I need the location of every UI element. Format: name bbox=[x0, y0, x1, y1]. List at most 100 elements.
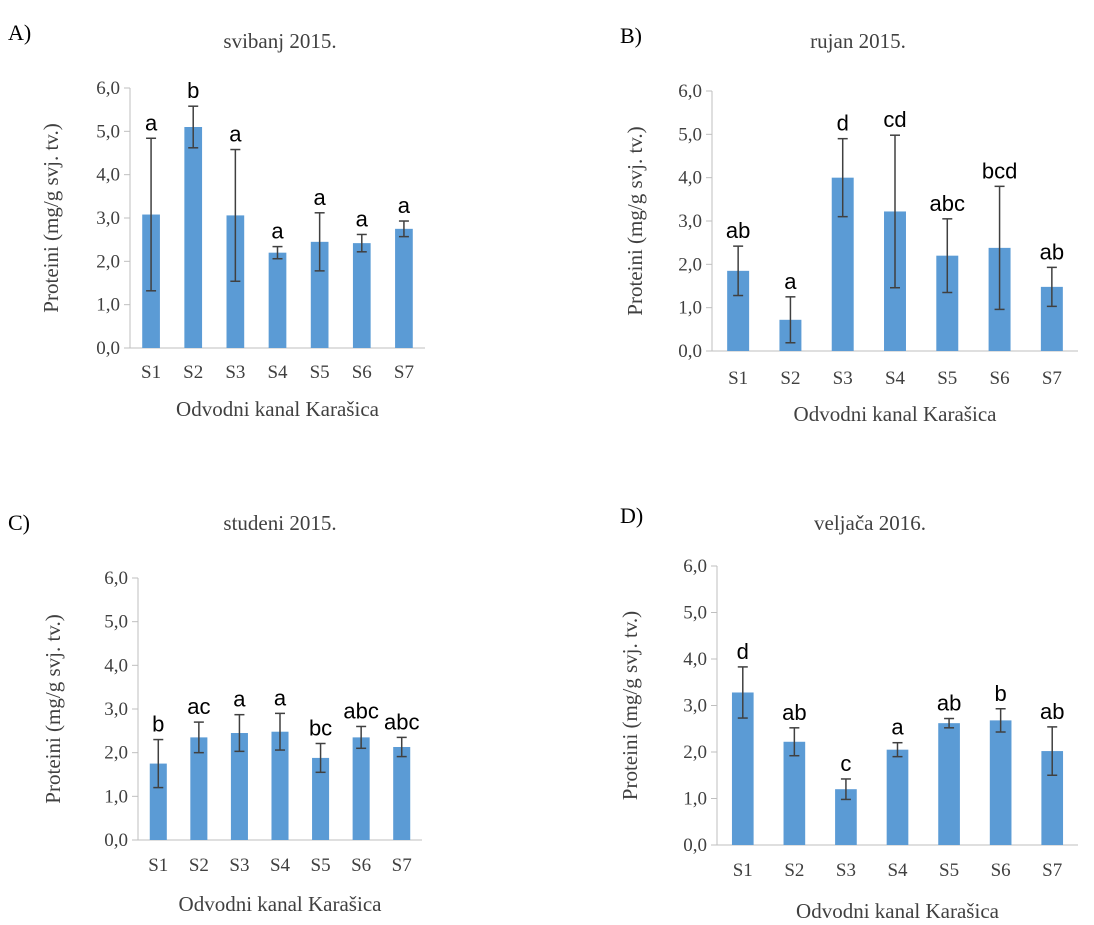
bar-s1 bbox=[727, 270, 750, 351]
significance-label: ab bbox=[1040, 239, 1064, 264]
significance-label: c bbox=[840, 751, 851, 776]
x-tick-label: S4 bbox=[267, 362, 288, 383]
y-tick-label: 1,0 bbox=[678, 298, 702, 319]
y-tick-label: 5,0 bbox=[104, 612, 128, 633]
significance-label: bcd bbox=[982, 158, 1017, 183]
panel-label: B) bbox=[620, 23, 642, 48]
significance-label: a bbox=[145, 110, 158, 135]
y-tick-label: 3,0 bbox=[678, 211, 702, 232]
chart-panel-1: A) svibanj 2015. 0,0 1,0 2,0 3,0 4,0 5,0 6,0 a S1 b… bbox=[8, 20, 425, 421]
bar-s7 bbox=[1041, 751, 1064, 845]
bar-s3 bbox=[230, 733, 248, 840]
x-tick-label: S6 bbox=[351, 855, 371, 876]
y-tick-label: 6,0 bbox=[104, 568, 128, 589]
y-tick-label: 5,0 bbox=[678, 124, 702, 145]
chart-panel-3: C) studeni 2015. 0,0 1,0 2,0 3,0 4,0 5,0 6,0 b S1 a… bbox=[8, 510, 422, 916]
y-axis-title: Proteini (mg/g svj. tv.) bbox=[41, 614, 65, 803]
x-tick-label: S4 bbox=[887, 860, 908, 881]
bar-s7 bbox=[395, 228, 413, 348]
significance-label: a bbox=[356, 206, 369, 231]
bar-s3 bbox=[831, 177, 854, 351]
bar-s7 bbox=[1040, 286, 1063, 351]
bar-s2 bbox=[783, 741, 806, 845]
significance-label: b bbox=[187, 78, 199, 103]
y-tick-label: 0,0 bbox=[104, 830, 128, 851]
x-tick-label: S7 bbox=[1042, 860, 1062, 881]
bar-s1 bbox=[149, 763, 167, 840]
significance-label: ac bbox=[187, 694, 210, 719]
x-tick-label: S1 bbox=[148, 855, 168, 876]
y-tick-label: 4,0 bbox=[678, 168, 702, 189]
y-tick-label: 1,0 bbox=[96, 295, 120, 316]
significance-label: cd bbox=[883, 107, 906, 132]
chart-panel-2: B) rujan 2015. 0,0 1,0 2,0 3,0 4,0 5,0 6,0 ab S1 a S… bbox=[620, 23, 1078, 426]
y-tick-label: 6,0 bbox=[678, 81, 702, 102]
panel-label: D) bbox=[620, 503, 643, 528]
panel-label: C) bbox=[8, 510, 30, 535]
significance-label: d bbox=[837, 111, 849, 136]
chart-title: rujan 2015. bbox=[810, 29, 906, 53]
significance-label: ab bbox=[782, 700, 806, 725]
significance-label: a bbox=[784, 269, 797, 294]
y-tick-label: 0,0 bbox=[678, 341, 702, 362]
significance-label: a bbox=[274, 685, 287, 710]
y-tick-label: 4,0 bbox=[96, 165, 120, 186]
bar-s4 bbox=[271, 731, 289, 840]
x-tick-label: S7 bbox=[1042, 368, 1062, 389]
x-tick-label: S7 bbox=[394, 362, 414, 383]
bar-s5 bbox=[936, 255, 959, 351]
x-tick-label: S6 bbox=[352, 362, 372, 383]
significance-label: b bbox=[152, 712, 164, 737]
x-tick-label: S7 bbox=[392, 855, 412, 876]
bar-s4 bbox=[886, 749, 909, 845]
x-tick-label: S1 bbox=[728, 368, 748, 389]
y-axis-title: Proteini (mg/g svj. tv.) bbox=[39, 123, 63, 312]
y-tick-label: 2,0 bbox=[683, 742, 707, 763]
bar-s1 bbox=[731, 692, 754, 845]
x-tick-label: S4 bbox=[885, 368, 906, 389]
x-tick-label: S3 bbox=[229, 855, 249, 876]
significance-label: a bbox=[233, 687, 246, 712]
bar-s5 bbox=[938, 723, 960, 845]
significance-label: bc bbox=[309, 715, 332, 740]
y-axis-title: Proteini (mg/g svj. tv.) bbox=[618, 611, 642, 800]
y-tick-label: 4,0 bbox=[683, 649, 707, 670]
significance-label: a bbox=[229, 122, 242, 147]
bar-s2 bbox=[184, 127, 203, 348]
x-tick-label: S3 bbox=[225, 362, 245, 383]
bar-s5 bbox=[310, 241, 329, 348]
significance-label: a bbox=[314, 185, 327, 210]
significance-label: abc bbox=[384, 709, 419, 734]
bar-s4 bbox=[268, 252, 287, 348]
x-tick-label: S2 bbox=[183, 362, 203, 383]
x-axis-title: Odvodni kanal Karašica bbox=[796, 899, 1000, 923]
x-tick-label: S1 bbox=[733, 860, 753, 881]
bar-s6 bbox=[352, 243, 371, 348]
significance-label: b bbox=[995, 681, 1007, 706]
x-axis-title: Odvodni kanal Karašica bbox=[794, 402, 998, 426]
x-axis-title: Odvodni kanal Karašica bbox=[176, 397, 380, 421]
significance-label: abc bbox=[343, 698, 378, 723]
significance-label: abc bbox=[930, 191, 965, 216]
y-tick-label: 2,0 bbox=[96, 251, 120, 272]
y-tick-label: 0,0 bbox=[96, 338, 120, 359]
significance-label: a bbox=[891, 715, 904, 740]
significance-label: a bbox=[398, 193, 411, 218]
significance-label: ab bbox=[1040, 699, 1064, 724]
x-tick-label: S2 bbox=[189, 855, 209, 876]
y-tick-label: 5,0 bbox=[96, 121, 120, 142]
bar-s2 bbox=[190, 737, 208, 840]
x-tick-label: S5 bbox=[937, 368, 957, 389]
y-tick-label: 3,0 bbox=[104, 699, 128, 720]
significance-label: ab bbox=[726, 218, 750, 243]
x-tick-label: S5 bbox=[311, 855, 331, 876]
x-tick-label: S2 bbox=[780, 368, 800, 389]
y-axis-title: Proteini (mg/g svj. tv.) bbox=[623, 126, 647, 315]
x-tick-label: S6 bbox=[990, 368, 1010, 389]
x-tick-label: S3 bbox=[836, 860, 856, 881]
x-tick-label: S4 bbox=[270, 855, 291, 876]
x-tick-label: S2 bbox=[784, 860, 804, 881]
y-tick-label: 6,0 bbox=[683, 556, 707, 577]
significance-label: ab bbox=[937, 691, 961, 716]
